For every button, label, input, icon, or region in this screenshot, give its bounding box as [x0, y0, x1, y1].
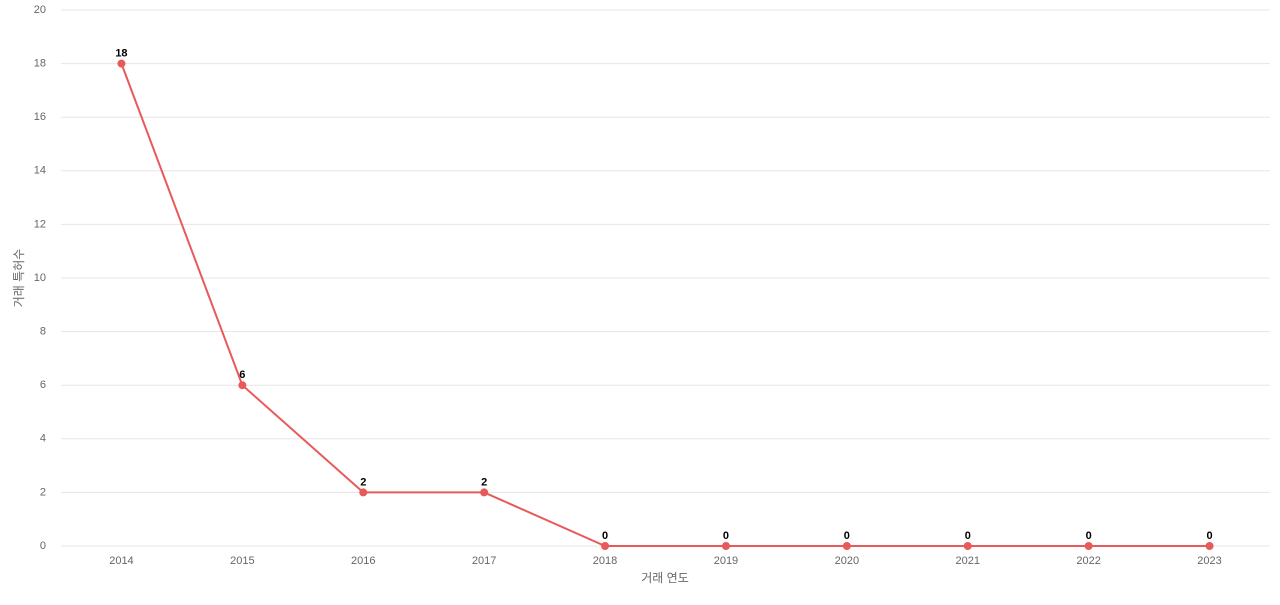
x-tick-label: 2023 [1197, 555, 1221, 567]
y-tick-label: 16 [34, 111, 46, 123]
data-label: 18 [115, 48, 127, 60]
point [238, 381, 247, 390]
data-label: 2 [360, 476, 366, 488]
x-tick-label: 2015 [230, 555, 254, 567]
y-tick-label: 14 [34, 165, 46, 177]
point [480, 488, 489, 497]
line [120, 63, 1210, 547]
y-tick-label: 18 [34, 58, 46, 70]
data-label: 0 [1086, 530, 1092, 542]
y-tick-label: 4 [40, 433, 46, 445]
point [1205, 542, 1214, 550]
x-tick-label: 2022 [1076, 555, 1100, 567]
x-tick-label: 2014 [109, 555, 133, 567]
y-tick-label: 8 [40, 326, 46, 338]
y-tick-label: 0 [40, 540, 46, 552]
x-tick-label: 2021 [956, 555, 980, 567]
y-tick-label: 12 [34, 218, 46, 230]
point [601, 542, 610, 550]
x-tick-label: 2016 [351, 555, 375, 567]
x-tick-label: 2017 [472, 555, 496, 567]
point [359, 488, 368, 497]
data-label: 0 [965, 530, 971, 542]
x-tick-label: 2019 [714, 555, 738, 567]
point [963, 542, 972, 550]
point [842, 542, 851, 550]
data-label: 2 [481, 476, 487, 488]
point [117, 59, 126, 68]
data-label: 6 [239, 369, 245, 381]
y-tick-label: 6 [40, 379, 46, 391]
data-label: 0 [844, 530, 850, 542]
point [721, 542, 730, 550]
data-label: 0 [723, 530, 729, 542]
x-tick-label: 2020 [835, 555, 859, 567]
y-tick-label: 10 [34, 272, 46, 284]
y-tick-label: 20 [34, 4, 46, 16]
y-axis-title: 거래 특허수 [12, 249, 26, 308]
y-tick-label: 2 [40, 486, 46, 498]
x-axis-title: 거래 연도 [641, 571, 689, 585]
data-label: 0 [602, 530, 608, 542]
x-tick-label: 2018 [593, 555, 617, 567]
point [1084, 542, 1093, 550]
data-label: 0 [1206, 530, 1212, 542]
